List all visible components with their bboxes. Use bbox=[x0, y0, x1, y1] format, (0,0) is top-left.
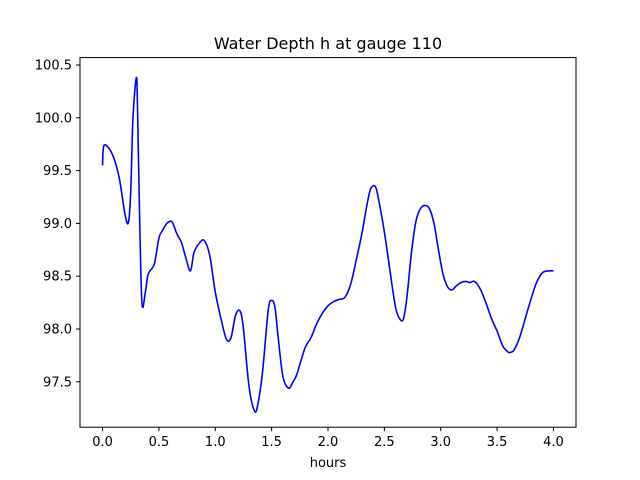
y-tick-label: 98.5 bbox=[43, 270, 72, 285]
x-tick-label: 4.0 bbox=[543, 435, 564, 450]
y-tick-label: 100.0 bbox=[35, 111, 72, 126]
y-tick-label: 97.5 bbox=[43, 375, 72, 390]
x-tick-label: 3.0 bbox=[430, 435, 451, 450]
y-tick-label: 98.0 bbox=[43, 322, 72, 337]
series-layer bbox=[101, 76, 554, 413]
x-tick-label: 1.5 bbox=[261, 435, 282, 450]
x-tick-label: 2.0 bbox=[318, 435, 339, 450]
chart-title: Water Depth h at gauge 110 bbox=[214, 34, 442, 53]
axes-frame bbox=[79, 57, 577, 428]
y-tick-label: 100.5 bbox=[35, 58, 72, 73]
x-axis: 0.0 0.5 1.0 1.5 2.0 2.5 3.0 3.5 4.0 bbox=[92, 427, 564, 450]
series-line-0 bbox=[101, 76, 554, 413]
x-tick-label: 1.0 bbox=[205, 435, 226, 450]
plot-area bbox=[79, 57, 577, 428]
y-tick-label: 99.0 bbox=[43, 217, 72, 232]
y-tick-label: 99.5 bbox=[43, 164, 72, 179]
x-tick-label: 3.5 bbox=[487, 435, 508, 450]
x-tick-label: 0.0 bbox=[92, 435, 113, 450]
x-tick-label: 2.5 bbox=[374, 435, 395, 450]
x-axis-label: hours bbox=[310, 456, 347, 471]
x-tick-label: 0.5 bbox=[149, 435, 170, 450]
y-axis: 97.5 98.0 98.5 99.0 99.5 100.0 100.5 bbox=[35, 58, 80, 390]
